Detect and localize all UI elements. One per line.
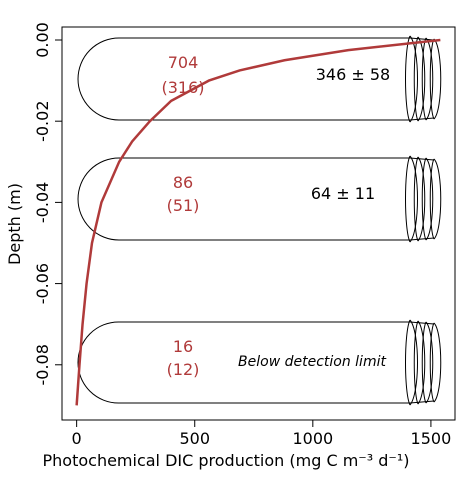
tube-cap [409,157,435,241]
tube-cap [409,37,435,121]
y-tick-label: -0.08 [33,344,52,385]
annotation: 704 [168,53,199,72]
annotation: (12) [167,360,200,379]
annotation: 64 ± 11 [311,184,375,203]
x-tick-label: 0 [72,429,82,448]
tube-cap [409,321,435,404]
tube-ring [405,155,418,243]
tube-ring [405,35,418,123]
annotation: (316) [161,78,204,97]
tube-body [77,37,410,121]
tube-ring [413,320,426,405]
annotation: 346 ± 58 [316,65,390,84]
y-tick-label: 0.00 [33,22,52,58]
x-tick-label: 1000 [292,429,333,448]
annotation: 86 [173,173,193,192]
plot-frame [61,26,456,421]
y-tick-label: -0.04 [33,182,52,223]
annotation: (51) [167,196,200,215]
tube-ring [429,38,442,120]
tube-ring [421,157,434,241]
curve [75,38,441,406]
tube-ring [421,321,434,404]
y-axis-label: Depth (m) [5,183,24,265]
y-tick-label: -0.06 [33,263,52,304]
tube-ring [429,322,442,403]
tube-ring [429,158,442,240]
annotation: 16 [173,337,193,356]
tube-body [77,157,410,241]
annotation: Below detection limit [238,354,386,370]
x-axis-label: Photochemical DIC production (mg C m⁻³ d… [43,451,410,470]
y-tick-label: -0.02 [33,100,52,141]
x-tick-label: 500 [179,429,210,448]
tube-ring [405,319,418,406]
tube-ring [413,156,426,242]
x-tick-label: 1500 [411,429,452,448]
tube-body [77,321,410,404]
tube-drawings [77,35,442,406]
